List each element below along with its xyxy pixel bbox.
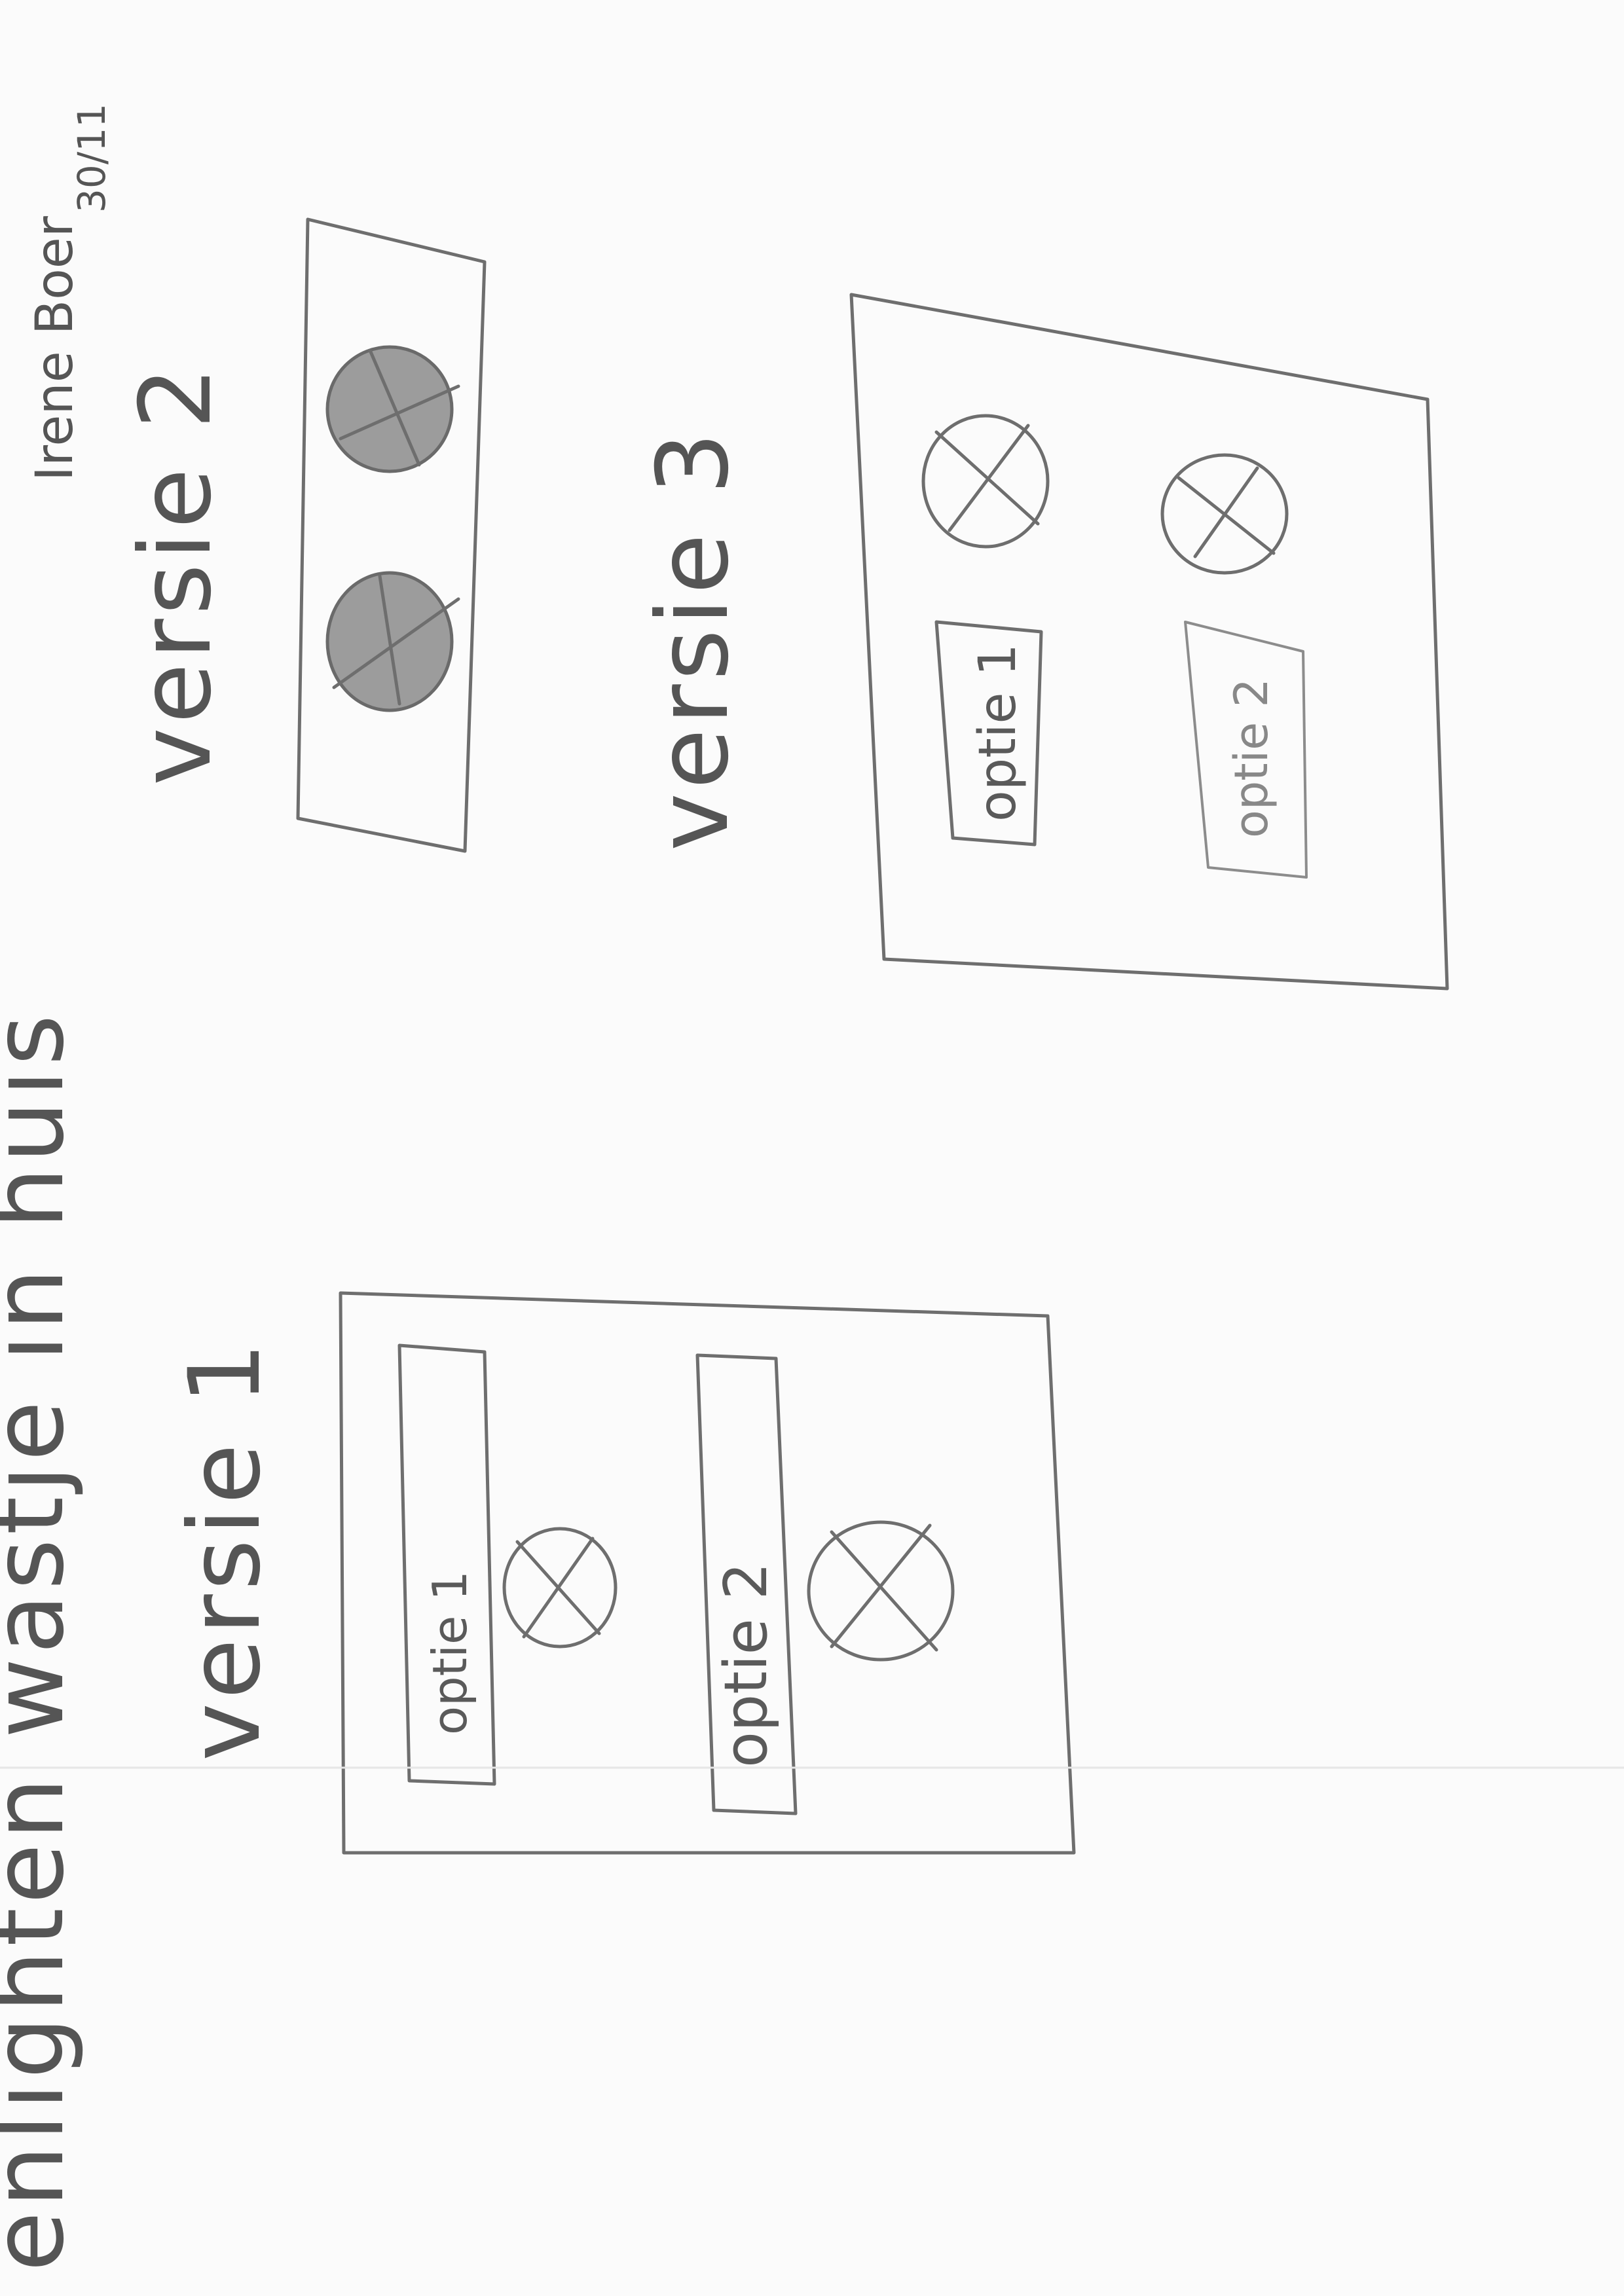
version-2-label: versie 2 bbox=[119, 363, 233, 786]
version-1-option-1-button[interactable]: optie 1 bbox=[397, 1343, 496, 1786]
version-3-option-1-label: optie 1 bbox=[969, 644, 1027, 822]
version-1-option-2-button[interactable]: optie 2 bbox=[695, 1353, 798, 1815]
circle-x-icon[interactable] bbox=[807, 1520, 955, 1662]
circle-x-icon[interactable] bbox=[1160, 453, 1289, 575]
version-1-frame bbox=[339, 1291, 1076, 1855]
version-3-option-1-button[interactable]: optie 1 bbox=[934, 620, 1043, 847]
filled-circle-x-icon[interactable] bbox=[325, 345, 460, 473]
filled-circle-x-icon[interactable] bbox=[325, 571, 460, 712]
circle-x-icon[interactable] bbox=[921, 414, 1050, 549]
circle-x-icon[interactable] bbox=[502, 1527, 618, 1649]
signature-date: 30/11 bbox=[69, 103, 114, 213]
version-2-frame bbox=[296, 217, 487, 853]
version-3-option-2-label: optie 2 bbox=[1225, 678, 1278, 838]
version-1-option-2-label: optie 2 bbox=[712, 1562, 781, 1768]
version-3-label: versie 3 bbox=[637, 428, 750, 851]
version-1-sketch: versie 1 optie 1 optie 2 bbox=[168, 1291, 1076, 1855]
version-3-frame bbox=[849, 293, 1449, 991]
version-1-option-1-label: optie 1 bbox=[422, 1571, 477, 1735]
version-3-option-2-button[interactable]: optie 2 bbox=[1184, 621, 1308, 879]
version-3-sketch: versie 3 optie 1 optie 2 bbox=[637, 293, 1449, 991]
page-title: enlighten wastje in huis bbox=[0, 1011, 86, 2272]
signature-name: Irene Boer bbox=[26, 215, 84, 481]
version-2-sketch: versie 2 bbox=[119, 217, 487, 853]
version-1-label: versie 1 bbox=[168, 1338, 282, 1761]
